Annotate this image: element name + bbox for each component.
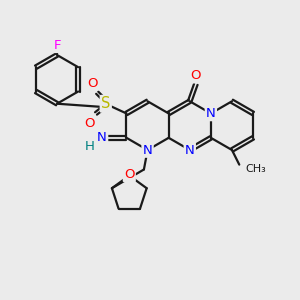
Text: H: H — [85, 140, 95, 153]
Text: N: N — [185, 143, 195, 157]
Text: CH₃: CH₃ — [245, 164, 266, 175]
Text: O: O — [87, 76, 98, 89]
Text: O: O — [85, 117, 95, 130]
Text: O: O — [190, 69, 201, 82]
Text: F: F — [53, 39, 61, 52]
Text: N: N — [206, 107, 216, 120]
Text: O: O — [124, 168, 134, 181]
Text: N: N — [143, 143, 152, 157]
Text: S: S — [101, 96, 110, 111]
Text: N: N — [97, 131, 107, 144]
